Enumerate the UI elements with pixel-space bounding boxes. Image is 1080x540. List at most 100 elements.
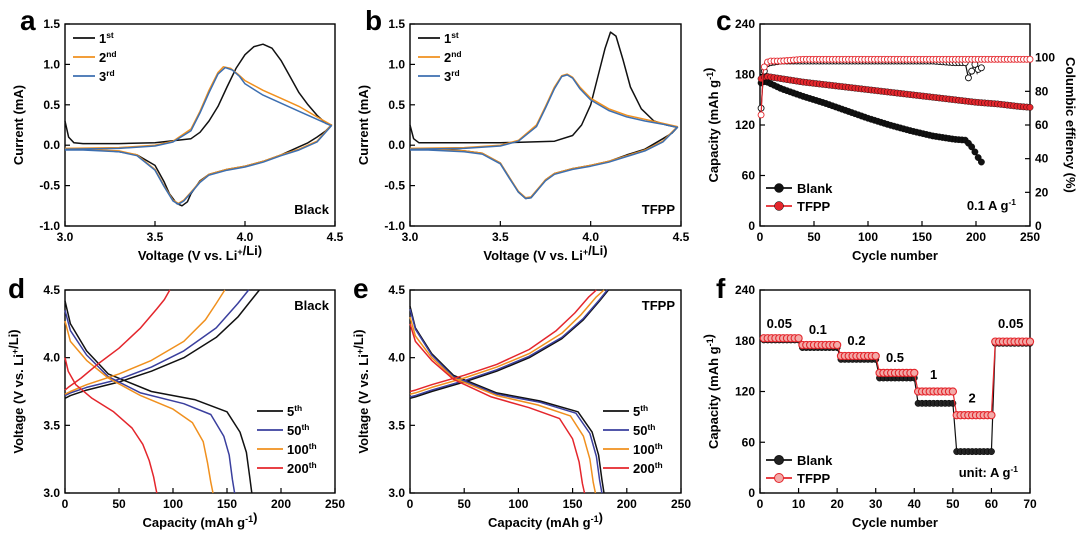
y-axis-label: Current (mA) <box>11 85 26 165</box>
y-axis-label: Current (mA) <box>356 85 371 165</box>
series-line-100th-discharge <box>409 316 597 494</box>
corner-label: TFPP <box>642 298 676 313</box>
rate-marker <box>948 387 958 396</box>
panel-letter: f <box>716 273 726 304</box>
y-tick-label: 4.0 <box>43 351 60 365</box>
x-tick-label: 250 <box>1020 230 1040 244</box>
capacity-marker <box>1026 103 1034 111</box>
y2-axis-label: Columbic effiency (%) <box>1063 57 1078 193</box>
ce-marker <box>757 111 765 119</box>
ce-marker <box>964 74 972 82</box>
legend-label: 2nd <box>444 49 462 65</box>
y-tick-label: 4.5 <box>43 283 60 297</box>
legend-label: 2nd <box>99 49 117 65</box>
y-tick-label: 0 <box>748 486 755 500</box>
x-tick-label: 50 <box>807 230 821 244</box>
y-tick-label: 3.0 <box>388 486 405 500</box>
x-tick-label: 3.5 <box>492 230 509 244</box>
y-tick-label: 4.5 <box>388 283 405 297</box>
x-tick-label: 200 <box>617 497 637 511</box>
series-line-100th-charge <box>409 289 605 395</box>
x-axis-label: Voltage (V vs. Li+/Li) <box>483 243 607 263</box>
panel-letter: a <box>20 5 36 36</box>
legend-label: 5th <box>287 403 302 419</box>
x-tick-label: 0 <box>757 497 764 511</box>
x-tick-label: 40 <box>908 497 922 511</box>
y-tick-label: 3.5 <box>388 418 405 432</box>
x-tick-label: 30 <box>869 497 883 511</box>
series-line-5th-discharge <box>64 300 253 494</box>
x-axis-label: Cycle number <box>852 515 938 530</box>
legend-marker <box>774 473 784 483</box>
series-line-5th-discharge <box>409 306 605 494</box>
panel-letter: d <box>8 273 25 304</box>
x-tick-label: 4.5 <box>327 230 344 244</box>
series-line-200th-discharge <box>64 357 158 494</box>
rate-label: 0.05 <box>767 316 792 331</box>
x-tick-label: 200 <box>966 230 986 244</box>
y-tick-label: 1.0 <box>43 57 60 71</box>
legend-marker <box>774 455 784 465</box>
series-line-TFPP-CE <box>760 58 1030 115</box>
corner-label: TFPP <box>642 202 676 217</box>
plot-frame <box>64 289 336 494</box>
y-tick-label: -1.0 <box>39 219 60 233</box>
series-line-50th-charge <box>64 289 250 397</box>
y-axis-label: Capacity (mAh g-1) <box>701 334 721 449</box>
y-tick-label: -0.5 <box>39 179 60 193</box>
y-tick-label: 240 <box>735 283 755 297</box>
panel-letter: e <box>353 273 369 304</box>
corner-label: Black <box>294 202 329 217</box>
y-tick-label: 60 <box>742 169 756 183</box>
x-tick-label: 3.0 <box>57 230 74 244</box>
y-axis-label: Voltage (V vs. Li+/Li) <box>6 329 26 453</box>
legend-label: 200th <box>633 460 663 476</box>
x-tick-label: 3.5 <box>147 230 164 244</box>
legend-label: 1st <box>99 30 114 46</box>
x-tick-label: 0 <box>407 497 414 511</box>
x-axis-label: Capacity (mAh g-1) <box>143 510 258 530</box>
x-tick-label: 20 <box>830 497 844 511</box>
legend-label: 200th <box>287 460 317 476</box>
ce-marker <box>760 63 768 71</box>
y-tick-label: 180 <box>735 68 755 82</box>
legend-label: 5th <box>633 403 648 419</box>
rate-marker <box>871 351 880 361</box>
legend-label: 1st <box>444 30 459 46</box>
panel-f: 0 10 20 30 40 50 60 70 0 60 120 180 240 Cycle number C… <box>701 273 1037 530</box>
x-tick-label: 100 <box>858 230 878 244</box>
y2-tick-label: 60 <box>1035 118 1049 132</box>
y-tick-label: 180 <box>735 334 755 348</box>
corner-label: Black <box>294 298 329 313</box>
y-tick-label: 120 <box>735 385 755 399</box>
rate-marker <box>832 340 842 350</box>
series-line-3rd <box>64 66 333 205</box>
x-tick-label: 3.0 <box>402 230 419 244</box>
series-line-2nd <box>409 73 679 199</box>
y-tick-label: 4.0 <box>388 351 405 365</box>
y-tick-label: -1.0 <box>384 219 405 233</box>
panel-e: 0 50 100 150 200 250 3.0 3.5 4.0 4.5 Capacity (mAh… <box>351 273 691 530</box>
y2-tick-label: 100 <box>1035 51 1055 65</box>
legend-label: 50th <box>633 422 655 438</box>
x-tick-label: 0 <box>62 497 69 511</box>
capacity-marker <box>978 158 985 166</box>
x-tick-label: 10 <box>792 497 806 511</box>
rate-label: 2 <box>969 390 976 405</box>
legend-label: 3rd <box>444 68 460 84</box>
series-line-2nd <box>64 66 333 205</box>
x-tick-label: 250 <box>671 497 691 511</box>
series-line-50th-discharge <box>64 310 236 494</box>
series-line-100th-discharge <box>64 320 214 494</box>
rate-marker <box>1025 337 1035 346</box>
x-tick-label: 250 <box>325 497 345 511</box>
x-tick-label: 100 <box>163 497 183 511</box>
panel-letter: b <box>365 5 382 36</box>
y-axis-label: Voltage (V vs. Li+/Li) <box>351 329 371 453</box>
rate-label: 0.5 <box>886 350 904 365</box>
y-tick-label: 3.5 <box>43 418 60 432</box>
y-tick-label: 240 <box>735 17 755 31</box>
panel-letter: c <box>716 5 732 36</box>
